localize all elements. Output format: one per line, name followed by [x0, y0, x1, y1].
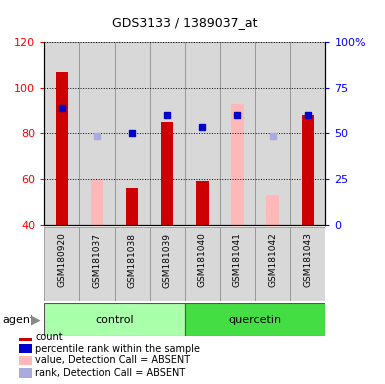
- Text: control: control: [95, 314, 134, 325]
- Bar: [231, 104, 244, 225]
- Bar: [126, 188, 138, 225]
- Text: ▶: ▶: [31, 313, 40, 326]
- Text: quercetin: quercetin: [229, 314, 281, 325]
- Bar: [220, 42, 255, 225]
- Text: agent: agent: [2, 314, 34, 325]
- Bar: [115, 42, 150, 225]
- Bar: [19, 332, 32, 341]
- Bar: [220, 227, 255, 301]
- Bar: [19, 356, 32, 365]
- Text: GSM181043: GSM181043: [303, 233, 312, 288]
- Text: GSM181042: GSM181042: [268, 233, 277, 287]
- Text: GDS3133 / 1389037_at: GDS3133 / 1389037_at: [112, 16, 258, 29]
- Bar: [185, 227, 220, 301]
- Bar: [301, 115, 314, 225]
- Text: GSM181037: GSM181037: [92, 233, 102, 288]
- Bar: [185, 42, 220, 225]
- Bar: [196, 181, 209, 225]
- Text: rank, Detection Call = ABSENT: rank, Detection Call = ABSENT: [35, 368, 186, 378]
- Bar: [44, 303, 185, 336]
- Text: GSM181039: GSM181039: [163, 233, 172, 288]
- Bar: [115, 227, 150, 301]
- Bar: [44, 42, 79, 225]
- Bar: [185, 303, 325, 336]
- Bar: [161, 122, 173, 225]
- Text: value, Detection Call = ABSENT: value, Detection Call = ABSENT: [35, 356, 191, 366]
- Text: GSM181040: GSM181040: [198, 233, 207, 288]
- Bar: [255, 42, 290, 225]
- Bar: [266, 195, 279, 225]
- Text: GSM180920: GSM180920: [57, 233, 66, 288]
- Bar: [19, 368, 32, 378]
- Text: percentile rank within the sample: percentile rank within the sample: [35, 344, 200, 354]
- Bar: [255, 227, 290, 301]
- Bar: [91, 179, 103, 225]
- Bar: [150, 227, 185, 301]
- Bar: [150, 42, 185, 225]
- Bar: [19, 344, 32, 353]
- Bar: [56, 72, 68, 225]
- Text: GSM181041: GSM181041: [233, 233, 242, 288]
- Text: GSM181038: GSM181038: [127, 233, 137, 288]
- Bar: [290, 227, 325, 301]
- Bar: [79, 42, 115, 225]
- Text: count: count: [35, 332, 63, 342]
- Bar: [290, 42, 325, 225]
- Bar: [44, 227, 79, 301]
- Bar: [79, 227, 115, 301]
